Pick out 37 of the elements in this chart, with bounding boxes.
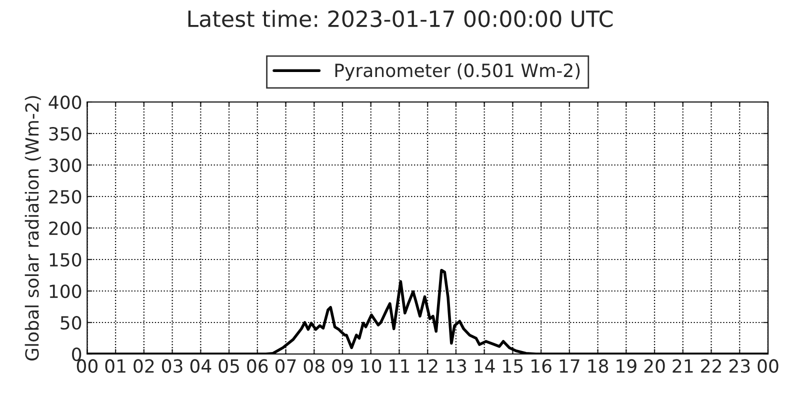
x-tick-label: 18 — [588, 359, 608, 373]
x-tick-label: 03 — [162, 359, 182, 373]
x-tick-label: 22 — [701, 359, 721, 373]
y-tick-label: 50 — [60, 316, 82, 330]
x-tick-label: 08 — [304, 359, 324, 373]
x-tick-label: 23 — [729, 359, 750, 373]
x-tick-label: 19 — [616, 359, 636, 373]
chart-title: Latest time: 2023-01-17 00:00:00 UTC — [188, 10, 613, 28]
x-tick-label: 00 — [758, 359, 778, 373]
y-axis-title: Global solar radiation (Wm-2) — [24, 96, 41, 360]
x-tick-label: 07 — [275, 359, 296, 373]
x-tick-label: 10 — [361, 359, 382, 373]
x-tick-label: 17 — [560, 359, 580, 373]
x-tick-label: 11 — [390, 359, 410, 373]
x-tick-label: 20 — [644, 359, 665, 373]
x-tick-label: 09 — [332, 359, 353, 373]
x-tick-label: 12 — [418, 359, 438, 373]
x-tick-label: 01 — [105, 359, 126, 373]
y-tick-label: 300 — [49, 158, 82, 172]
x-tick-label: 04 — [190, 359, 212, 373]
y-tick-label: 400 — [48, 95, 82, 110]
y-tick-label: 100 — [50, 284, 82, 298]
y-tick-label: 250 — [49, 190, 82, 204]
legend-label: Pyranometer (0.501 Wm-2) — [335, 63, 580, 81]
x-tick-label: 16 — [532, 359, 552, 373]
y-tick-label: 350 — [49, 126, 82, 141]
x-tick-label: 13 — [446, 359, 466, 373]
x-tick-label: 05 — [218, 359, 239, 373]
x-tick-label: 15 — [503, 359, 523, 373]
y-tick-label: 200 — [49, 221, 82, 236]
x-tick-label: 14 — [474, 359, 495, 373]
x-tick-label: 02 — [134, 359, 154, 373]
x-tick-label: 06 — [247, 359, 268, 373]
y-tick-label: 0 — [72, 347, 82, 362]
x-tick-label: 21 — [672, 359, 693, 373]
y-tick-label: 150 — [50, 252, 82, 267]
x-tick-label: 00 — [76, 359, 98, 373]
